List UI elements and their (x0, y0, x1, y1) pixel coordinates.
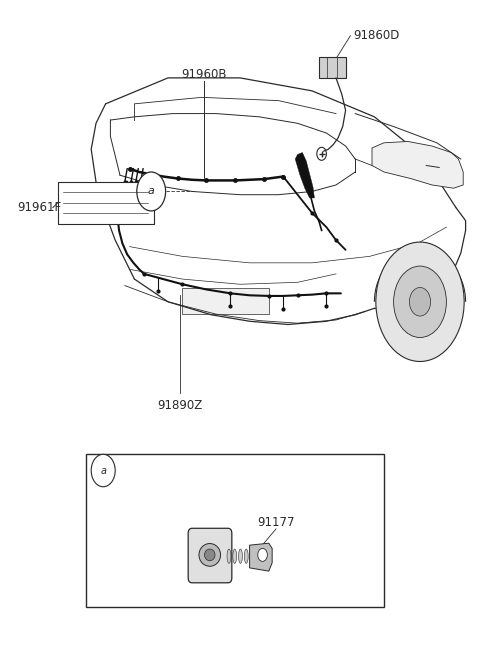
Ellipse shape (227, 549, 231, 563)
Ellipse shape (233, 549, 237, 563)
FancyBboxPatch shape (188, 528, 232, 583)
Text: 91890Z: 91890Z (157, 399, 203, 412)
Bar (58, 182, 154, 224)
Bar (182, 288, 269, 314)
Circle shape (409, 288, 431, 316)
Text: a: a (148, 186, 155, 197)
Ellipse shape (204, 549, 215, 561)
Text: 91961F: 91961F (17, 201, 61, 214)
Circle shape (91, 454, 115, 487)
Text: 91860D: 91860D (353, 29, 399, 42)
Circle shape (258, 548, 267, 561)
Circle shape (376, 242, 464, 361)
Polygon shape (372, 141, 463, 188)
Polygon shape (250, 543, 272, 571)
Bar (319, 57, 346, 78)
Ellipse shape (199, 544, 221, 566)
Text: 91960B: 91960B (181, 68, 227, 81)
Ellipse shape (244, 549, 248, 563)
Text: 91177: 91177 (257, 516, 295, 529)
Circle shape (137, 172, 166, 211)
Ellipse shape (239, 549, 242, 563)
Text: a: a (100, 465, 106, 476)
Bar (86, 454, 384, 607)
Polygon shape (295, 153, 314, 198)
Circle shape (394, 266, 446, 337)
